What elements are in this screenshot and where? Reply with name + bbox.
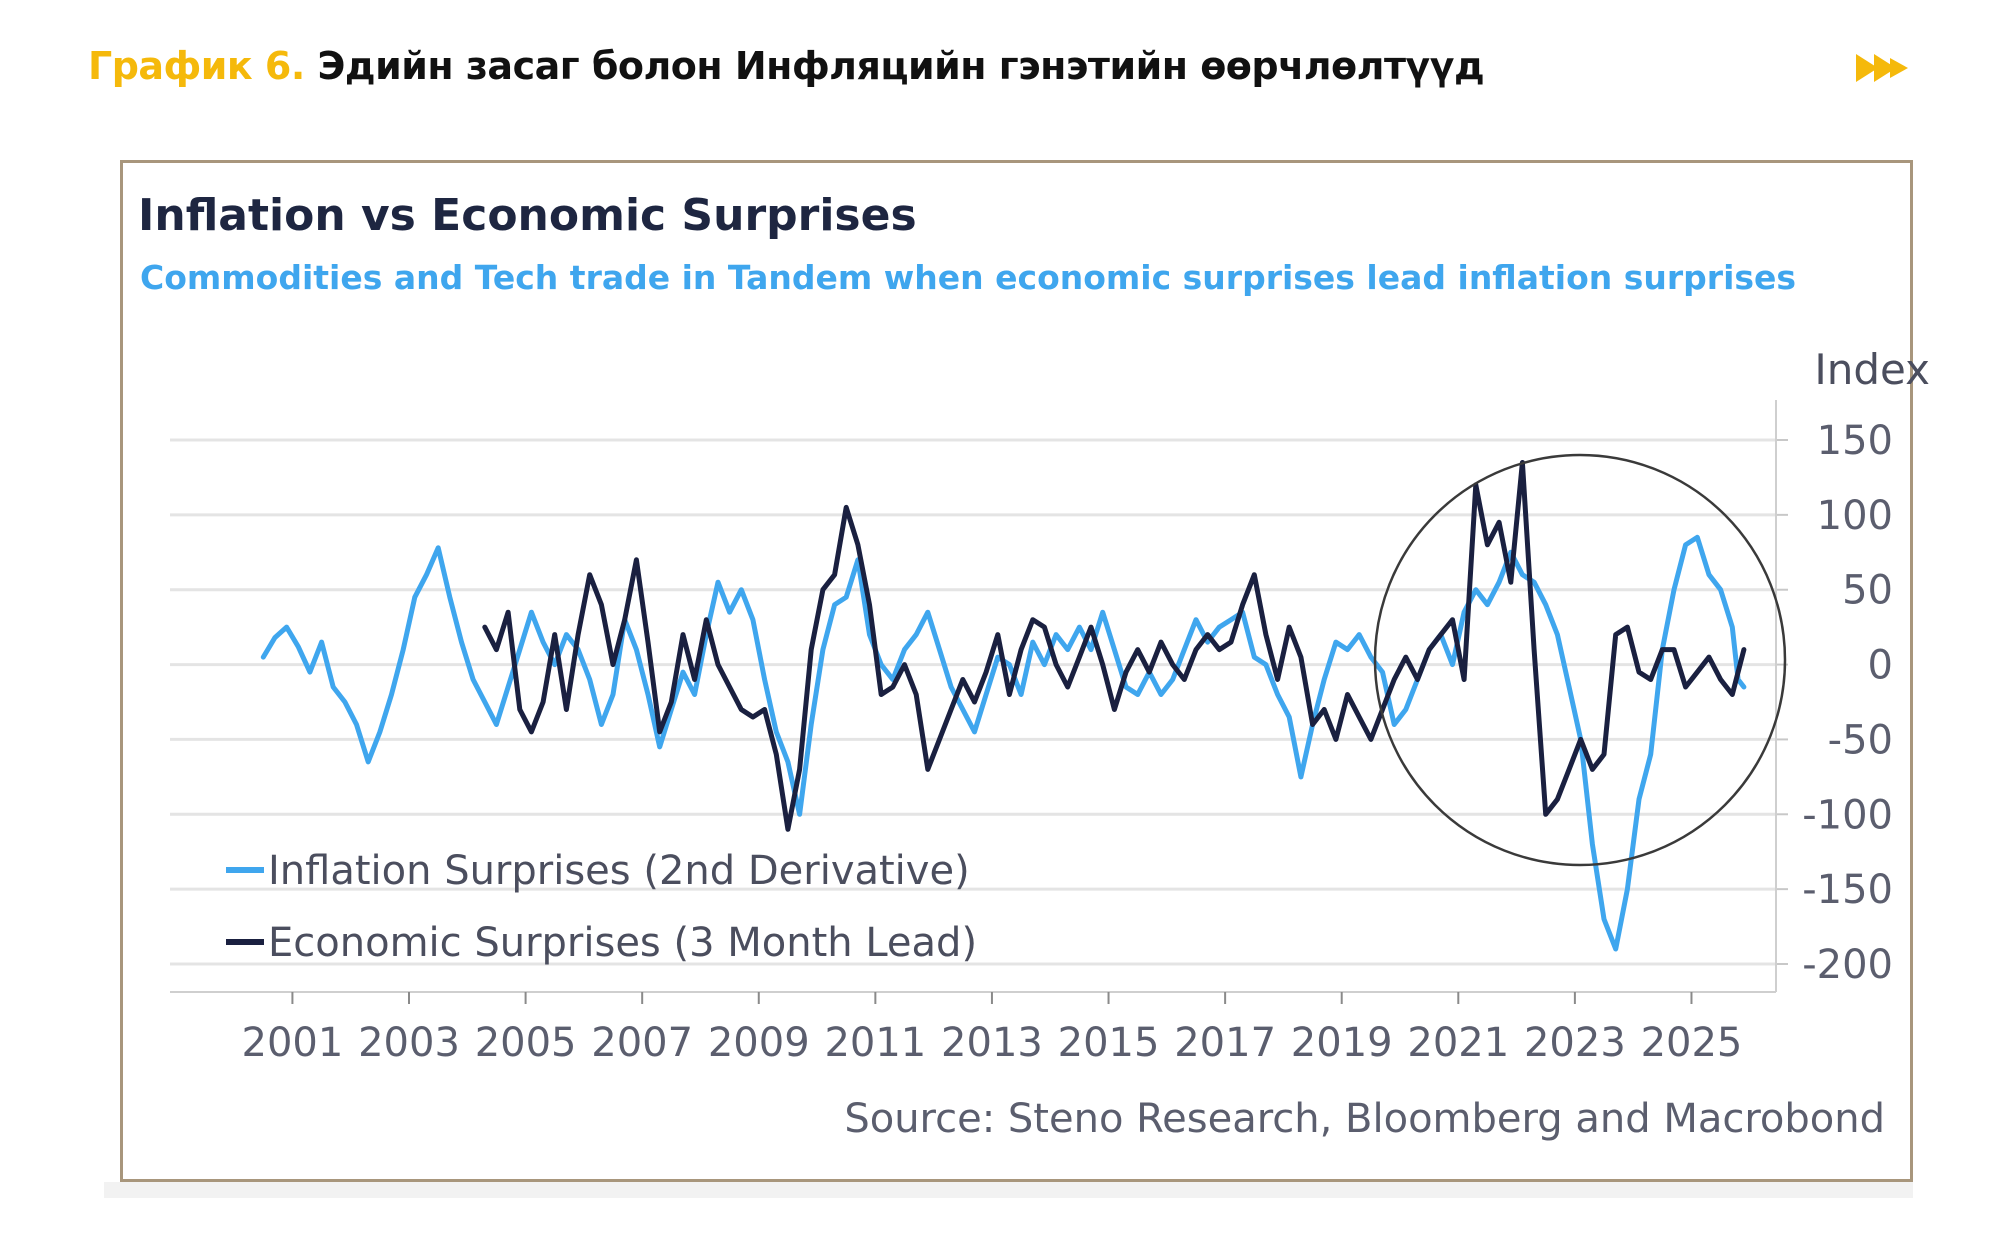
legend: Inflation Surprises (2nd Derivative) Econ… — [226, 848, 977, 966]
x-tick-label: 2001 — [242, 1020, 344, 1066]
y-tick-label: -150 — [1802, 867, 1893, 913]
y-tick-label: -100 — [1802, 792, 1893, 838]
y-tick-label: 100 — [1817, 493, 1893, 539]
x-tick-label: 2021 — [1407, 1020, 1509, 1066]
y-tick-label: 50 — [1842, 568, 1893, 614]
y-tick-label: 0 — [1868, 643, 1893, 689]
series-line-economic — [482, 460, 1747, 832]
chart-subtitle: Commodities and Tech trade in Tandem whe… — [140, 258, 1797, 297]
y-tick-label: -200 — [1802, 942, 1893, 988]
legend-label: Economic Surprises (3 Month Lead) — [268, 920, 977, 966]
x-tick-label: 2017 — [1174, 1020, 1276, 1066]
frame-shadow — [104, 1182, 1913, 1198]
heading-title: Эдийн засаг болон Инфляцийн гэнэтийн өөр… — [317, 44, 1485, 88]
y-tick-label: 150 — [1817, 418, 1893, 464]
axes: 150 100 50 0 -50 -100 -150 -200 2001 2003 2005 2007… — [170, 400, 1893, 1066]
y-axis-label: Index — [1814, 345, 1930, 394]
x-tick-label: 2025 — [1641, 1020, 1743, 1066]
double-chevron-right-icon — [1856, 54, 1908, 82]
series-lines — [260, 460, 1747, 952]
annotation-circle — [1373, 453, 1787, 867]
x-tick-label: 2019 — [1291, 1020, 1393, 1066]
chart-title: Inflation vs Economic Surprises — [138, 190, 917, 241]
x-tick-label: 2011 — [824, 1020, 926, 1066]
x-tick-label: 2007 — [591, 1020, 693, 1066]
page-heading: График 6. Эдийн засаг болон Инфляцийн гэ… — [88, 44, 1485, 88]
legend-label: Inflation Surprises (2nd Derivative) — [268, 848, 970, 894]
x-tick-label: 2003 — [358, 1020, 460, 1066]
heading-prefix: График 6. — [88, 44, 305, 88]
x-tick-label: 2015 — [1058, 1020, 1160, 1066]
x-tick-label: 2023 — [1524, 1020, 1626, 1066]
x-tick-label: 2013 — [941, 1020, 1043, 1066]
gridlines — [170, 438, 1776, 966]
source-note: Source: Steno Research, Bloomberg and Ma… — [844, 1096, 1885, 1142]
x-tick-label: 2005 — [475, 1020, 577, 1066]
y-tick-label: -50 — [1828, 717, 1893, 763]
x-tick-label: 2009 — [708, 1020, 810, 1066]
